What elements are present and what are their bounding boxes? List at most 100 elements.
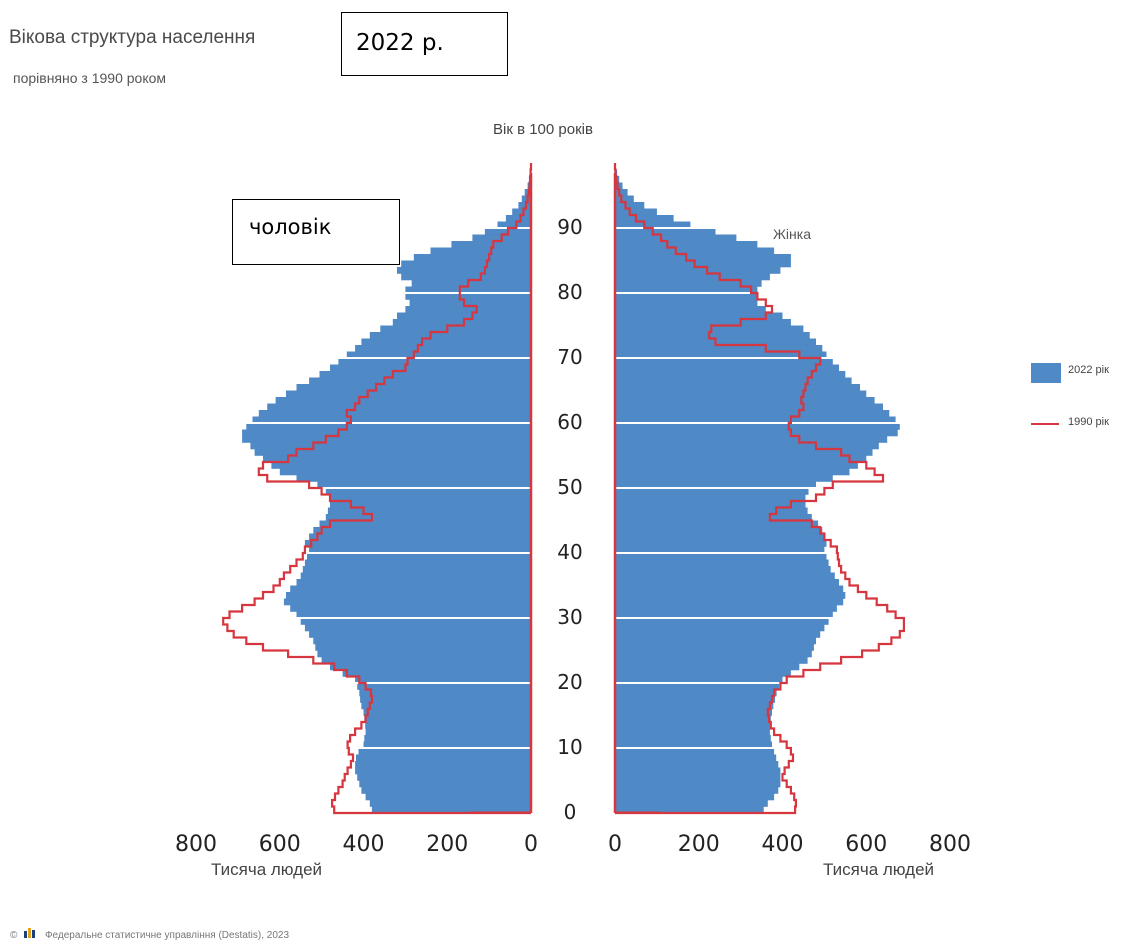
age-tick-0: 0 [563, 800, 577, 824]
bar-male-age-64 [286, 390, 531, 398]
bar-male-age-44 [319, 520, 531, 528]
bar-female-age-50 [615, 481, 816, 489]
bar-male-age-67 [319, 371, 531, 378]
bar-male-age-54 [263, 455, 531, 463]
legend-label-1990: 1990 рік [1068, 416, 1109, 428]
bar-female-age-4 [615, 780, 781, 788]
bar-female-age-55 [615, 449, 873, 456]
chart-subtitle: порівняно з 1990 роком [13, 70, 167, 86]
bar-male-age-45 [325, 514, 531, 521]
bar-female-age-51 [615, 475, 833, 482]
bar-male-age-93 [518, 202, 531, 209]
bar-male-age-39 [307, 553, 531, 560]
bar-male-age-13 [365, 722, 531, 729]
bar-male-age-33 [286, 592, 531, 599]
bar-female-age-24 [615, 650, 812, 658]
bar-female-age-7 [615, 761, 779, 768]
bar-male-age-60 [252, 416, 531, 424]
bar-male-age-49 [325, 488, 531, 495]
bar-male-age-51 [296, 475, 531, 482]
bar-male-age-56 [250, 442, 531, 450]
legend-swatch-2022 [1031, 363, 1061, 383]
bar-male-age-38 [304, 559, 531, 567]
year-callout-box: 2022 р. [341, 12, 508, 76]
bar-female-age-91 [615, 215, 674, 222]
bar-female-age-22 [615, 663, 800, 671]
bar-male-age-35 [296, 579, 531, 586]
bar-male-age-42 [309, 533, 531, 541]
age-tick-80: 80 [557, 280, 583, 304]
bar-male-age-16 [361, 702, 531, 710]
bar-female-age-28 [615, 624, 825, 632]
bar-female-age-74 [615, 325, 804, 333]
bar-male-age-70 [346, 351, 532, 359]
female-label: Жінка [773, 226, 811, 242]
bar-male-age-71 [355, 345, 531, 352]
bar-female-age-87 [615, 241, 758, 248]
copyright-icon: © [10, 930, 18, 941]
bar-female-age-16 [615, 702, 774, 710]
bar-male-age-14 [364, 715, 531, 723]
bar-male-age-86 [430, 247, 531, 255]
bar-male-age-30 [296, 611, 531, 619]
bar-female-age-96 [615, 182, 623, 190]
bar-female-age-83 [615, 267, 781, 274]
bar-female-age-89 [615, 228, 716, 235]
bar-female-age-36 [615, 572, 835, 580]
x-tick-female-0: 0 [608, 832, 622, 857]
bar-female-age-38 [615, 559, 829, 567]
bar-female-age-5 [615, 774, 781, 781]
x-tick-female-600: 600 [845, 832, 888, 857]
bar-male-age-2 [365, 793, 531, 801]
bar-female-age-44 [615, 520, 819, 528]
bar-female-age-56 [615, 442, 879, 450]
bar-female-age-25 [615, 644, 814, 651]
bar-female-age-14 [615, 715, 771, 723]
bar-female-age-53 [615, 462, 858, 469]
bar-female-age-31 [615, 605, 837, 612]
bar-male-age-94 [521, 195, 531, 203]
bar-female-age-17 [615, 696, 775, 703]
bar-female-age-49 [615, 488, 809, 495]
footer-text: Федеральне статистичне управління (Desta… [44, 930, 290, 941]
bar-female-age-80 [615, 286, 758, 294]
bar-female-age-27 [615, 631, 821, 638]
bar-male-age-1 [369, 800, 531, 807]
x-axis-unit-right: Тисяча людей [823, 860, 935, 879]
bar-male-age-32 [283, 598, 531, 606]
x-tick-male-600: 600 [258, 832, 301, 857]
bar-male-age-31 [290, 605, 531, 612]
bar-female-age-46 [615, 507, 808, 515]
x-tick-female-200: 200 [677, 832, 720, 857]
bar-male-age-78 [409, 299, 531, 307]
bar-male-age-8 [356, 754, 531, 762]
age-tick-60: 60 [557, 410, 583, 434]
bar-male-age-17 [360, 696, 531, 703]
bar-female-age-21 [615, 670, 791, 677]
bar-female-age-59 [615, 423, 900, 430]
bar-male-age-9 [358, 748, 531, 755]
bar-male-age-81 [411, 280, 531, 287]
age-tick-30: 30 [557, 605, 583, 629]
bar-female-age-29 [615, 618, 829, 625]
bar-female-age-48 [615, 494, 806, 502]
bar-female-age-76 [615, 312, 783, 320]
bar-male-age-65 [296, 384, 531, 391]
bar-male-age-57 [242, 436, 531, 443]
x-tick-female-800: 800 [929, 832, 971, 857]
x-tick-male-200: 200 [426, 832, 469, 857]
bar-female-age-0 [615, 806, 764, 814]
bar-male-age-4 [359, 780, 531, 788]
x-tick-female-400: 400 [761, 832, 804, 857]
bar-female-age-64 [615, 390, 867, 398]
destatis-logo-icon [24, 928, 36, 938]
bar-female-age-77 [615, 306, 766, 313]
age-tick-40: 40 [557, 540, 583, 564]
bar-female-age-11 [615, 735, 771, 742]
bar-female-age-61 [615, 410, 890, 417]
x-tick-male-400: 400 [342, 832, 385, 857]
bar-male-age-48 [330, 494, 531, 502]
bar-male-age-46 [327, 507, 531, 515]
bar-female-age-67 [615, 371, 846, 378]
bar-male-age-6 [355, 767, 531, 775]
